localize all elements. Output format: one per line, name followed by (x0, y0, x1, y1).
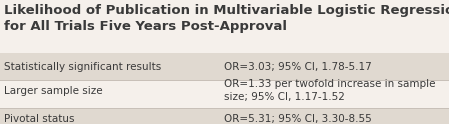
FancyBboxPatch shape (0, 80, 449, 108)
Text: OR=1.33 per twofold increase in sample
size; 95% CI, 1.17-1.52: OR=1.33 per twofold increase in sample s… (224, 79, 436, 102)
FancyBboxPatch shape (0, 53, 449, 81)
Text: Pivotal status: Pivotal status (4, 114, 75, 124)
Text: Likelihood of Publication in Multivariable Logistic Regression
for All Trials Fi: Likelihood of Publication in Multivariab… (4, 4, 449, 33)
Text: OR=3.03; 95% CI, 1.78-5.17: OR=3.03; 95% CI, 1.78-5.17 (224, 62, 372, 72)
Text: Larger sample size: Larger sample size (4, 86, 103, 95)
Text: Statistically significant results: Statistically significant results (4, 62, 162, 72)
FancyBboxPatch shape (0, 80, 449, 81)
Text: OR=5.31; 95% CI, 3.30-8.55: OR=5.31; 95% CI, 3.30-8.55 (224, 114, 372, 124)
FancyBboxPatch shape (0, 108, 449, 124)
